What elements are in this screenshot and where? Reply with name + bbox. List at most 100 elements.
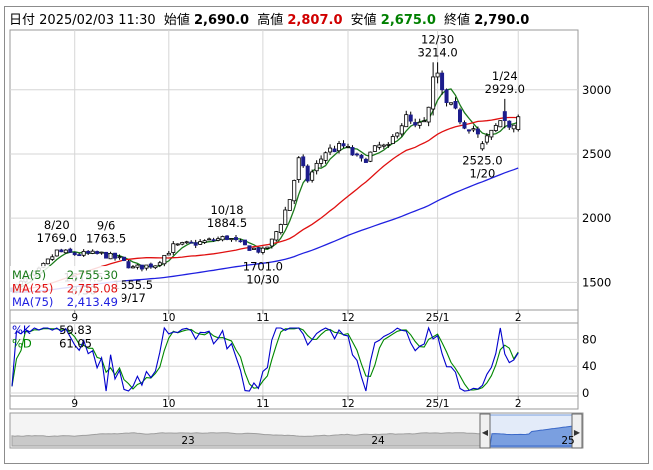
high-label: 高値 [257, 13, 284, 28]
candle-body [314, 162, 319, 172]
ma-legend-name: MA(25) [12, 282, 53, 296]
candle-body [516, 116, 521, 130]
x-tick-label: 12 [341, 312, 354, 324]
price-tick-label: 3000 [582, 83, 611, 97]
candle-body [144, 264, 149, 269]
navigator-year-label: 23 [181, 435, 194, 447]
stoch-legend-name: %K [12, 323, 31, 337]
x-tick-label: 9 [71, 398, 78, 410]
candle-body [462, 122, 467, 129]
candle-body [489, 129, 494, 138]
candle-body [113, 252, 118, 259]
candle-body [189, 241, 194, 244]
annotation-label: 12/30 [421, 32, 454, 46]
ma-legend-value: 2,755.30 [67, 268, 118, 282]
candle-body [130, 266, 135, 269]
candle-body [68, 248, 73, 253]
candle-body [310, 171, 315, 181]
candle-body [54, 249, 59, 257]
stoch-tick-label: 0 [582, 386, 589, 400]
candle-body [493, 125, 498, 131]
candle-body [108, 253, 113, 260]
annotation-label: 1701.0 [243, 260, 283, 274]
candle-body [328, 147, 333, 153]
candle-body [180, 242, 185, 245]
candle-body [305, 165, 310, 182]
x-axis-labels-2: 9 10 11 12 25/1 2 [71, 396, 522, 410]
high-value: 2,807.0 [287, 13, 343, 28]
candle-body [139, 264, 144, 270]
candle-body [63, 249, 68, 254]
x-tick-label: 2 [515, 312, 522, 324]
stoch-legend-name: %D [12, 337, 32, 351]
stoch-k-line [11, 326, 519, 392]
candle-body [274, 231, 279, 241]
candle-body [153, 265, 158, 269]
x-tick-label: 9 [71, 312, 78, 324]
candle-body [207, 238, 212, 241]
candle-body [148, 263, 153, 268]
candle-body [390, 136, 395, 144]
stoch-tick-label: 40 [582, 359, 597, 373]
navigator-year-label: 24 [371, 435, 385, 447]
candle-body [341, 143, 346, 147]
candle-body [354, 153, 359, 156]
navigator-year-label: 25 [561, 435, 574, 447]
x-tick-label: 10 [162, 312, 175, 324]
candle-body [269, 238, 274, 247]
candle-body [247, 245, 252, 251]
ma-legend-name: MA(75) [12, 295, 53, 309]
x-tick-label: 10 [162, 398, 175, 410]
candle-body [211, 239, 216, 242]
candle-body [81, 250, 86, 256]
candle-body [498, 120, 503, 128]
stoch-tick-label: 80 [582, 332, 597, 346]
navigator-selection-area [489, 425, 576, 447]
price-tick-label: 2000 [582, 211, 611, 225]
candle-body [287, 199, 292, 211]
candle-body [225, 235, 230, 240]
candle-body [502, 111, 507, 121]
x-tick-label: 25/1 [426, 398, 450, 410]
candle-body [238, 240, 243, 243]
candle-body [157, 262, 162, 266]
annotation-label: 1/24 [492, 69, 518, 83]
candle-body [422, 120, 427, 123]
navigator-right-handle[interactable] [571, 413, 583, 449]
candlesticks [9, 62, 521, 294]
annotation-label: 1763.5 [86, 231, 126, 245]
candle-body [77, 254, 82, 257]
candle-body [216, 238, 221, 241]
candle-body [104, 251, 109, 259]
stochastic-lines [11, 326, 519, 392]
candle-body [431, 76, 436, 110]
candle-body [292, 179, 297, 202]
annotation-label: 2525.0 [462, 154, 502, 168]
candle-body [135, 264, 140, 268]
annotation-label: 3214.0 [417, 45, 457, 59]
candle-body [265, 246, 270, 249]
ohlc-header: 日付 2025/02/03 11:30 始値 2,690.0 高値 2,807.… [9, 9, 533, 28]
chart-frame [4, 6, 649, 464]
ma-legend: MA(5) 2,755.30 MA(25) 2,755.08 MA(75) 2,413.4… [10, 266, 122, 310]
candle-body [449, 102, 454, 105]
candle-body [99, 251, 104, 254]
ma-legend-box [10, 266, 122, 310]
open-value: 2,690.0 [193, 13, 250, 28]
candle-body [50, 256, 55, 260]
candle-body [117, 256, 122, 259]
candle-body [198, 241, 203, 245]
annotation-label: 9/17 [120, 291, 146, 305]
candle-body [184, 241, 189, 244]
candle-body [363, 158, 368, 163]
candle-body [359, 154, 364, 159]
annotation-label: 1/20 [469, 167, 495, 181]
navigator-left-handle[interactable] [479, 413, 491, 449]
candle-body [126, 261, 131, 269]
close-label: 終値 [444, 13, 471, 28]
candle-body [45, 258, 50, 265]
navigator[interactable]: ◀ ▶ 23 24 25 [11, 413, 583, 449]
candle-body [278, 224, 283, 234]
candle-body [296, 157, 301, 180]
